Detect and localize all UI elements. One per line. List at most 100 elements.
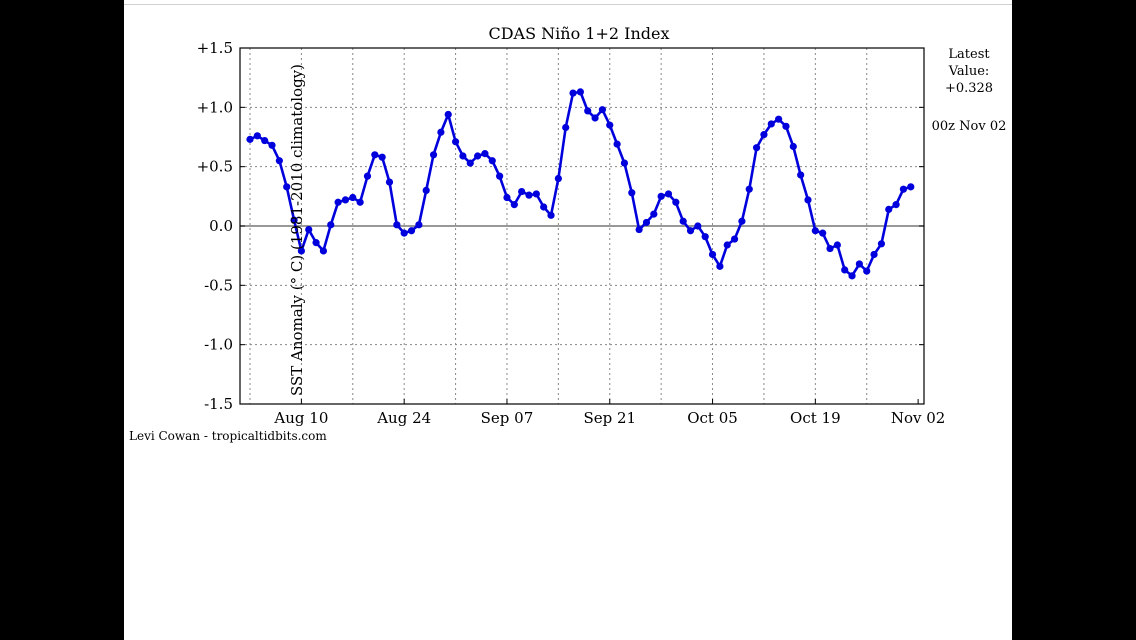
- data-point: [679, 217, 687, 225]
- data-point: [642, 218, 651, 227]
- data-point: [283, 183, 291, 191]
- data-point: [708, 250, 717, 259]
- y-ticks: +1.5 +1.0 +0.5 0.0 -0.5 -1.0 -1.5: [197, 39, 924, 413]
- sst-anomaly-chart: +1.5 +1.0 +0.5 0.0 -0.5 -1.0 -1.5 Aug 10 Aug 24…: [129, 24, 1007, 443]
- data-point: [246, 135, 254, 143]
- data-point: [459, 152, 467, 160]
- data-point: [554, 174, 562, 183]
- chart-title: CDAS Niño 1+2 Index: [488, 24, 669, 43]
- data-point: [606, 121, 614, 129]
- data-point: [540, 203, 548, 211]
- y-tick-label: +1.5: [197, 39, 233, 57]
- data-point: [723, 241, 731, 249]
- latest-label-line1: Latest: [948, 47, 990, 62]
- y-tick-label: 0.0: [209, 217, 233, 235]
- data-point: [848, 272, 856, 280]
- series-line: [249, 90, 912, 278]
- data-point: [797, 171, 805, 179]
- data-point: [385, 178, 394, 186]
- data-point: [686, 227, 695, 235]
- data-point: [510, 201, 518, 209]
- x-tick-label: Sep 07: [481, 409, 534, 427]
- data-point: [290, 216, 298, 224]
- data-point: [782, 122, 790, 130]
- data-point: [885, 205, 893, 213]
- data-point: [738, 217, 746, 225]
- data-point: [393, 221, 401, 229]
- latest-label-line2: Value:: [948, 64, 990, 79]
- data-point: [327, 221, 335, 229]
- data-point: [745, 185, 753, 193]
- y-tick-label: -0.5: [204, 276, 233, 294]
- data-point: [532, 190, 540, 198]
- data-point: [562, 123, 570, 132]
- x-tick-label: Aug 24: [376, 409, 431, 427]
- data-point: [496, 172, 504, 180]
- data-point: [716, 262, 724, 270]
- data-point: [481, 150, 489, 158]
- data-point: [349, 193, 357, 202]
- data-point: [789, 142, 797, 151]
- data-point: [694, 222, 702, 230]
- data-point: [635, 225, 643, 234]
- data-point: [576, 88, 584, 96]
- data-point: [870, 250, 878, 259]
- data-point: [775, 115, 783, 123]
- data-point: [371, 151, 379, 159]
- data-point: [444, 110, 452, 119]
- data-point: [363, 172, 372, 180]
- data-point: [819, 229, 827, 237]
- data-point: [312, 239, 320, 247]
- data-point: [907, 183, 915, 191]
- data-point: [488, 157, 496, 165]
- data-point: [730, 235, 739, 243]
- x-tick-label: Aug 10: [273, 409, 328, 427]
- x-tick-label: Sep 21: [583, 409, 636, 427]
- credit-text: Levi Cowan - tropicaltidbits.com: [129, 429, 327, 443]
- data-point: [899, 185, 908, 193]
- data-point: [620, 159, 629, 167]
- y-tick-label: +0.5: [197, 158, 233, 176]
- data-point: [378, 153, 386, 161]
- x-tick-label: Oct 19: [790, 409, 841, 427]
- data-point: [584, 107, 592, 115]
- data-point: [356, 198, 364, 206]
- data-point: [826, 244, 834, 253]
- data-point: [268, 141, 276, 149]
- data-point: [598, 106, 607, 114]
- data-point: [811, 227, 819, 235]
- data-point: [892, 201, 900, 209]
- data-point: [547, 211, 555, 219]
- y-axis-label: SST Anomaly (° C) (1981-2010 climatology…: [288, 64, 306, 396]
- latest-value: +0.328: [945, 81, 993, 96]
- data-point: [863, 267, 871, 275]
- data-point: [672, 198, 680, 206]
- data-point: [261, 136, 269, 145]
- data-point: [760, 131, 768, 139]
- data-point: [407, 227, 416, 235]
- data-point: [341, 196, 350, 204]
- latest-time: 00z Nov 02: [932, 119, 1007, 134]
- data-point: [767, 120, 775, 128]
- data-point: [474, 152, 482, 160]
- data-point: [877, 240, 886, 248]
- data-point: [613, 140, 621, 148]
- data-point: [650, 210, 658, 218]
- data-point: [466, 159, 474, 167]
- data-point: [525, 191, 533, 199]
- series: [246, 88, 915, 280]
- data-point: [429, 151, 438, 159]
- y-tick-label: -1.5: [204, 395, 233, 413]
- data-point: [319, 247, 328, 255]
- data-point: [503, 193, 511, 202]
- data-point: [657, 192, 665, 200]
- x-tick-label: Oct 05: [687, 409, 738, 427]
- x-tick-label: Nov 02: [891, 409, 946, 427]
- data-point: [400, 229, 408, 237]
- data-point: [297, 247, 305, 255]
- data-point: [569, 89, 577, 97]
- data-point: [334, 198, 342, 206]
- chart-panel: +1.5 +1.0 +0.5 0.0 -0.5 -1.0 -1.5 Aug 10 Aug 24…: [124, 0, 1012, 640]
- data-point: [591, 114, 599, 122]
- data-point: [437, 128, 445, 136]
